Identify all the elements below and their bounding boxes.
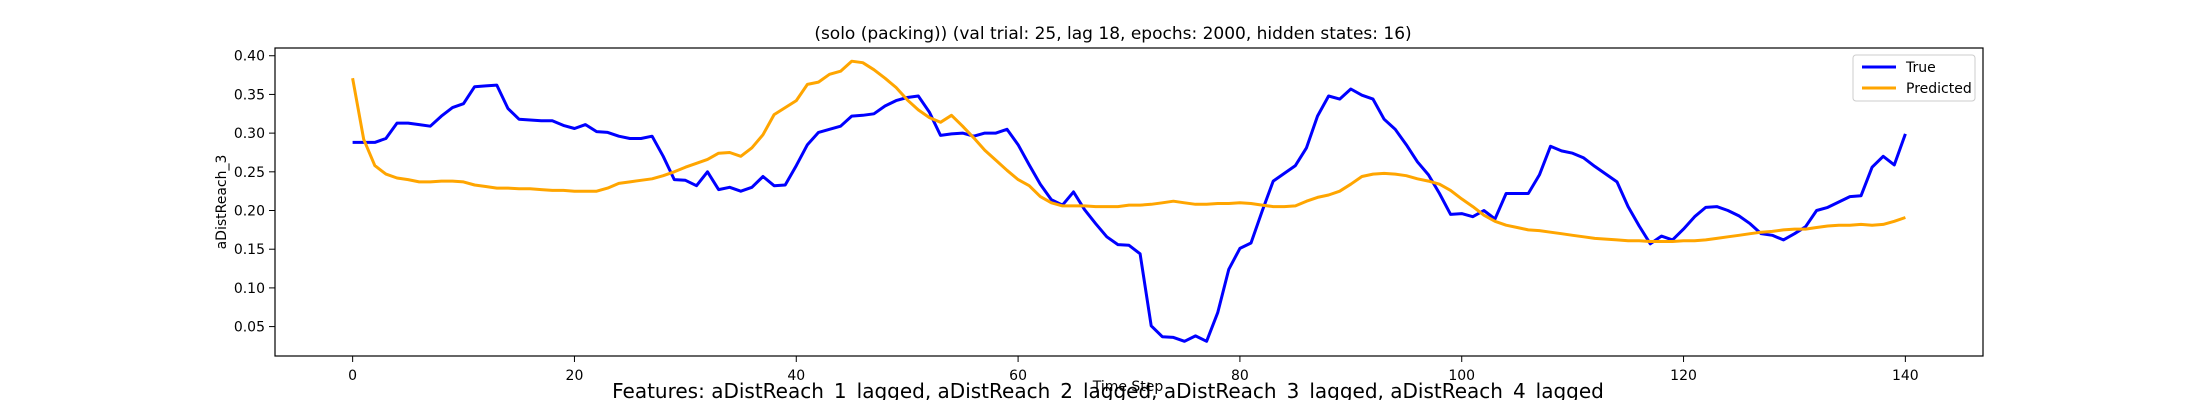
x-tick-label: 140 xyxy=(1892,368,1919,384)
series-line-true xyxy=(352,83,1907,343)
x-tick-label: 40 xyxy=(787,368,805,384)
y-tick-label: 0.40 xyxy=(234,49,265,65)
x-axis-label: Time Step xyxy=(1092,379,1164,395)
x-tick-label: 20 xyxy=(566,368,584,384)
x-tick-label: 120 xyxy=(1670,368,1697,384)
plot-frame xyxy=(274,47,1984,357)
x-axis-ticks: 0 20 40 60 80 100 120 140 xyxy=(348,356,1919,384)
x-tick-label: 60 xyxy=(1009,368,1027,384)
y-tick-label: 0.20 xyxy=(234,204,265,220)
y-tick-label: 0.30 xyxy=(234,126,265,142)
features-caption: Features: aDistReach_1_lagged, aDistReac… xyxy=(612,379,1604,400)
chart-title: (solo (packing)) (val trial: 25, lag 18,… xyxy=(814,24,1411,44)
x-tick-label: 80 xyxy=(1231,368,1249,384)
legend-label-true: True xyxy=(1905,60,1936,76)
y-tick-label: 0.10 xyxy=(234,281,265,297)
legend-label-predicted: Predicted xyxy=(1906,81,1972,97)
y-axis-label: aDistReach_3 xyxy=(214,155,230,250)
y-tick-label: 0.25 xyxy=(234,165,265,181)
y-axis-ticks: 0.05 0.10 0.15 0.20 0.25 0.30 0.35 0.40 xyxy=(234,49,275,336)
series-line-predicted xyxy=(351,59,1906,243)
y-tick-label: 0.15 xyxy=(234,242,265,258)
plot-lines xyxy=(351,59,1907,343)
legend: True Predicted xyxy=(1852,54,1976,102)
y-tick-label: 0.05 xyxy=(234,320,265,336)
x-tick-label: 0 xyxy=(348,368,357,384)
y-tick-label: 0.35 xyxy=(234,87,265,103)
x-tick-label: 100 xyxy=(1448,368,1475,384)
